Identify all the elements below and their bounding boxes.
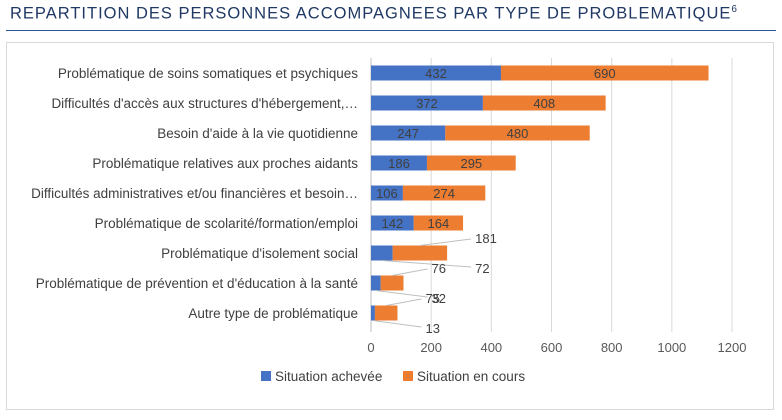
leader-line-achevee	[372, 320, 422, 328]
x-tick-label: 1200	[718, 340, 747, 355]
data-label-achevee: 32	[431, 291, 445, 306]
bar-situation-achevee	[371, 95, 483, 111]
category-label: Problématique de prévention et d'éducati…	[36, 276, 358, 291]
category-label: Besoin d'aide à la vie quotidienne	[157, 126, 358, 141]
leader-line-en-cours	[419, 238, 472, 246]
bar-situation-achevee	[371, 155, 427, 171]
category-label: Autre type de problématique	[188, 306, 358, 321]
bar-situation-achevee	[371, 65, 501, 81]
bar-situation-en-cours	[402, 185, 486, 201]
legend-swatch	[403, 371, 413, 381]
bar-situation-en-cours	[413, 215, 464, 231]
data-label-achevee: 186	[388, 156, 410, 171]
leader-line-en-cours	[391, 268, 428, 276]
bar-situation-achevee	[371, 275, 381, 291]
data-label-achevee: 106	[376, 186, 398, 201]
bar-situation-en-cours	[374, 305, 398, 321]
bar-situation-achevee	[371, 305, 375, 321]
leader-line-achevee	[381, 260, 472, 268]
bar-situation-achevee	[371, 245, 393, 261]
x-tick-label: 400	[480, 340, 502, 355]
data-label-achevee: 72	[475, 261, 489, 276]
data-label-en-cours: 164	[428, 216, 450, 231]
data-label-en-cours: 480	[507, 126, 529, 141]
category-label: Problématique relatives aux proches aida…	[92, 156, 358, 171]
title-underline	[6, 30, 776, 31]
data-label-en-cours: 181	[475, 231, 497, 246]
x-tick-label: 1000	[657, 340, 686, 355]
bar-situation-achevee	[371, 125, 446, 141]
bar-situation-en-cours	[500, 65, 709, 81]
footnote-mark: 6	[731, 4, 737, 15]
data-label-en-cours: 690	[594, 66, 616, 81]
page-title: REPARTITION DES PERSONNES ACCOMPAGNEES P…	[10, 4, 737, 24]
category-label: Difficultés administratives et/ou financ…	[31, 186, 358, 201]
category-label: Problématique de soins somatiques et psy…	[58, 66, 358, 81]
title-text: REPARTITION DES PERSONNES ACCOMPAGNEES P…	[10, 4, 732, 23]
bar-situation-achevee	[371, 215, 414, 231]
bar-situation-en-cours	[445, 125, 590, 141]
data-label-achevee: 13	[425, 321, 439, 336]
data-label-en-cours: 295	[460, 156, 482, 171]
legend-label: Situation achevée	[275, 369, 382, 384]
data-label-achevee: 247	[397, 126, 419, 141]
bar-situation-en-cours	[482, 95, 606, 111]
legend-swatch	[261, 371, 271, 381]
data-label-achevee: 432	[425, 66, 447, 81]
chart-frame	[6, 42, 774, 410]
x-tick-label: 800	[601, 340, 623, 355]
bar-situation-en-cours	[380, 275, 404, 291]
x-tick-label: 200	[420, 340, 442, 355]
category-label: Difficultés d'accès aux structures d'héb…	[51, 96, 358, 111]
data-label-en-cours: 274	[433, 186, 455, 201]
legend-label: Situation en cours	[417, 369, 525, 384]
bar-situation-en-cours	[392, 245, 448, 261]
data-label-en-cours: 76	[431, 261, 445, 276]
category-label: Problématique de scolarité/formation/emp…	[95, 216, 358, 231]
category-label: Problématique d'isolement social	[161, 246, 358, 261]
data-label-en-cours: 75	[425, 291, 439, 306]
leader-line-en-cours	[386, 298, 422, 306]
data-label-en-cours: 408	[533, 96, 555, 111]
leader-line-achevee	[375, 290, 428, 298]
x-tick-label: 600	[541, 340, 563, 355]
bar-situation-achevee	[371, 185, 403, 201]
bar-situation-en-cours	[426, 155, 516, 171]
data-label-achevee: 372	[416, 96, 438, 111]
x-tick-label: 0	[367, 340, 374, 355]
data-label-achevee: 142	[382, 216, 404, 231]
